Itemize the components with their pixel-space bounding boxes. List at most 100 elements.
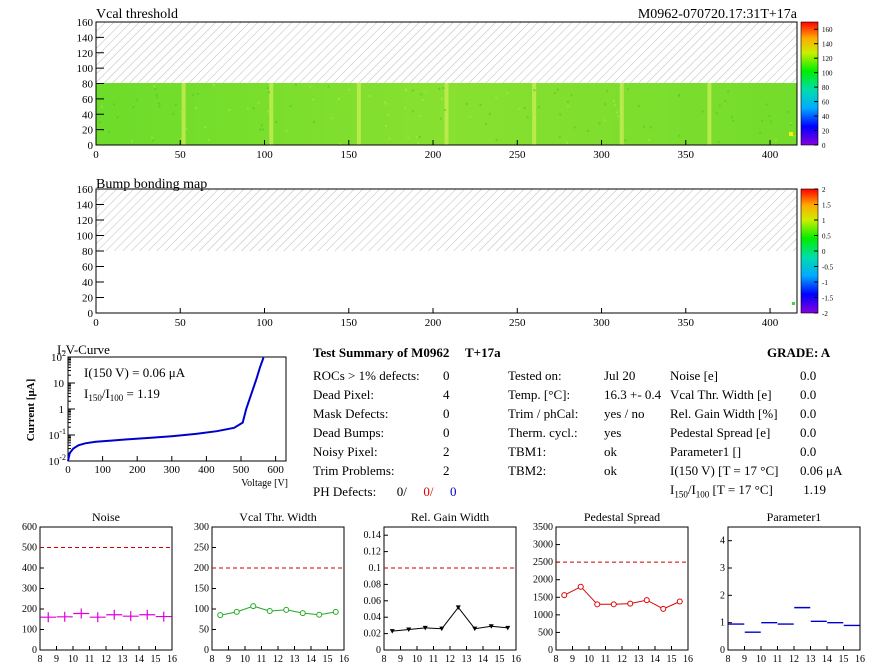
zscale-tick-label: 80 xyxy=(822,84,830,92)
roc-plot-title: Rel. Gain Width xyxy=(411,510,489,524)
pixel-variation xyxy=(180,110,183,113)
pixel-variation xyxy=(786,110,789,113)
pixel-variation xyxy=(789,122,792,125)
map-y-tick-label: 40 xyxy=(82,109,94,121)
roc-data-point xyxy=(122,611,139,622)
pixel-variation xyxy=(469,115,472,118)
pixel-variation xyxy=(717,140,720,143)
pixel-variation xyxy=(613,104,616,107)
map-y-tick-label: 100 xyxy=(77,63,94,75)
pixel-variation xyxy=(271,108,274,111)
pixel-variation xyxy=(100,105,103,108)
summary-row: Temp. [°C]: 16.3 +- 0.4 xyxy=(508,387,661,406)
zscale-tick-label: 40 xyxy=(822,113,830,121)
summary-label: Trim / phCal: xyxy=(508,406,579,421)
summary-row: TBM1: ok xyxy=(508,444,661,463)
roc-y-tick-label: 0 xyxy=(204,645,209,656)
roc-x-tick-label: 15 xyxy=(323,654,333,665)
iv-y-tick-label: 10-1 xyxy=(48,427,66,442)
summary-tag: T+17a xyxy=(465,345,501,360)
pixel-variation xyxy=(793,134,796,137)
pixel-variation xyxy=(135,99,138,102)
map2-axes: 0 50 100 150 200 250 300 350 400 0 20 40 60 80 100 120 1… xyxy=(77,184,779,329)
pixel-variation xyxy=(387,113,390,116)
roc-x-tick-label: 8 xyxy=(210,654,215,665)
map1-zaxis: 0 20 40 60 80 100 120 140 160 xyxy=(814,26,833,150)
roc-x-tick-label: 9 xyxy=(226,654,231,665)
summary-row: Rel. Gain Width [%] 0.0 xyxy=(670,406,842,425)
roc-y-tick-label: 200 xyxy=(22,604,37,615)
pixel-variation xyxy=(647,138,650,141)
pixel-variation xyxy=(260,124,263,127)
map-y-tick-label: 20 xyxy=(82,293,94,305)
roc-series-line xyxy=(392,606,508,632)
pixel-variation xyxy=(331,117,334,120)
map2-hot-pixel xyxy=(792,302,795,305)
ratio-value-cell: 1.19 xyxy=(803,482,826,497)
pixel-variation xyxy=(267,110,270,113)
roc-y-tick-label: 50 xyxy=(199,625,209,636)
pixel-variation xyxy=(424,91,427,94)
summary-label: Temp. [°C]: xyxy=(508,387,571,402)
zscale-tick-label: 0 xyxy=(822,248,826,256)
ratio-slash: /I xyxy=(102,386,110,401)
roc-x-tick-label: 16 xyxy=(167,654,177,665)
roc-x-tick-label: 14 xyxy=(650,654,660,665)
summary-row: ROCs > 1% defects: 0 xyxy=(313,368,450,387)
summary-label: Dead Pixel: xyxy=(313,387,375,402)
pixel-variation xyxy=(155,93,158,96)
roc-y-tick-label: 0.12 xyxy=(364,547,382,558)
pixel-variation xyxy=(384,124,387,127)
roc-y-tick-label: 1000 xyxy=(533,610,553,621)
iv-title: I-V-Curve xyxy=(57,342,110,357)
map-y-tick-label: 40 xyxy=(82,277,94,289)
pixel-variation xyxy=(731,115,734,118)
summary-label: Pedestal Spread [e] xyxy=(670,425,771,440)
roc-x-tick-label: 11 xyxy=(773,654,783,665)
roc-boundary-column xyxy=(181,83,186,145)
zscale-tick-label: 160 xyxy=(822,26,833,34)
summary-parameters: Noise [e] 0.0 Vcal Thr. Width [e] 0.0 Rel. G… xyxy=(670,368,842,500)
roc-x-tick-label: 16 xyxy=(683,654,693,665)
summary-value: ok xyxy=(604,463,617,478)
pixel-variation xyxy=(567,105,570,108)
roc-data-point xyxy=(488,624,494,629)
map-y-tick-label: 20 xyxy=(82,125,94,137)
zscale-tick-label: -0.5 xyxy=(822,264,834,272)
roc-x-tick-label: 12 xyxy=(445,654,455,665)
summary-row: Trim Problems: 2 xyxy=(313,463,450,482)
roc-x-tick-label: 11 xyxy=(85,654,95,665)
roc-x-tick-label: 13 xyxy=(806,654,816,665)
pixel-variation xyxy=(537,106,540,109)
pixel-variation xyxy=(157,102,160,105)
roc-data-point xyxy=(73,608,90,619)
pixel-variation xyxy=(566,141,569,144)
pixel-variation xyxy=(158,105,161,108)
iv-y-tick-exp: -1 xyxy=(59,427,66,436)
zscale-tick-label: -1 xyxy=(822,279,828,287)
pixel-variation xyxy=(442,87,445,90)
roc-x-tick-label: 15 xyxy=(151,654,161,665)
summary-row: Tested on: Jul 20 xyxy=(508,368,661,387)
zscale-tick-label: 1 xyxy=(822,217,826,225)
summary-value: 0.0 xyxy=(800,368,817,383)
iv-y-tick-label: 102 xyxy=(51,349,66,364)
pixel-variation xyxy=(715,112,718,115)
iv-y-tick-exp: -2 xyxy=(59,453,66,462)
map1-title: Vcal threshold xyxy=(96,7,178,22)
iv-y-tick-base: 10 xyxy=(48,456,60,468)
roc-plot-frame xyxy=(555,526,689,651)
pixel-variation xyxy=(566,100,569,103)
pixel-variation xyxy=(485,123,488,126)
roc-x-tick-label: 12 xyxy=(617,654,627,665)
roc-x-tick-label: 8 xyxy=(38,654,43,665)
pixel-variation xyxy=(388,137,391,140)
map-x-tick-label: 50 xyxy=(175,149,187,161)
roc-y-tick-label: 0.02 xyxy=(364,629,382,640)
map-y-tick-label: 140 xyxy=(77,32,94,44)
roc-y-tick-label: 250 xyxy=(194,543,209,554)
pixel-variation xyxy=(523,107,526,110)
pixel-variation xyxy=(612,100,615,103)
